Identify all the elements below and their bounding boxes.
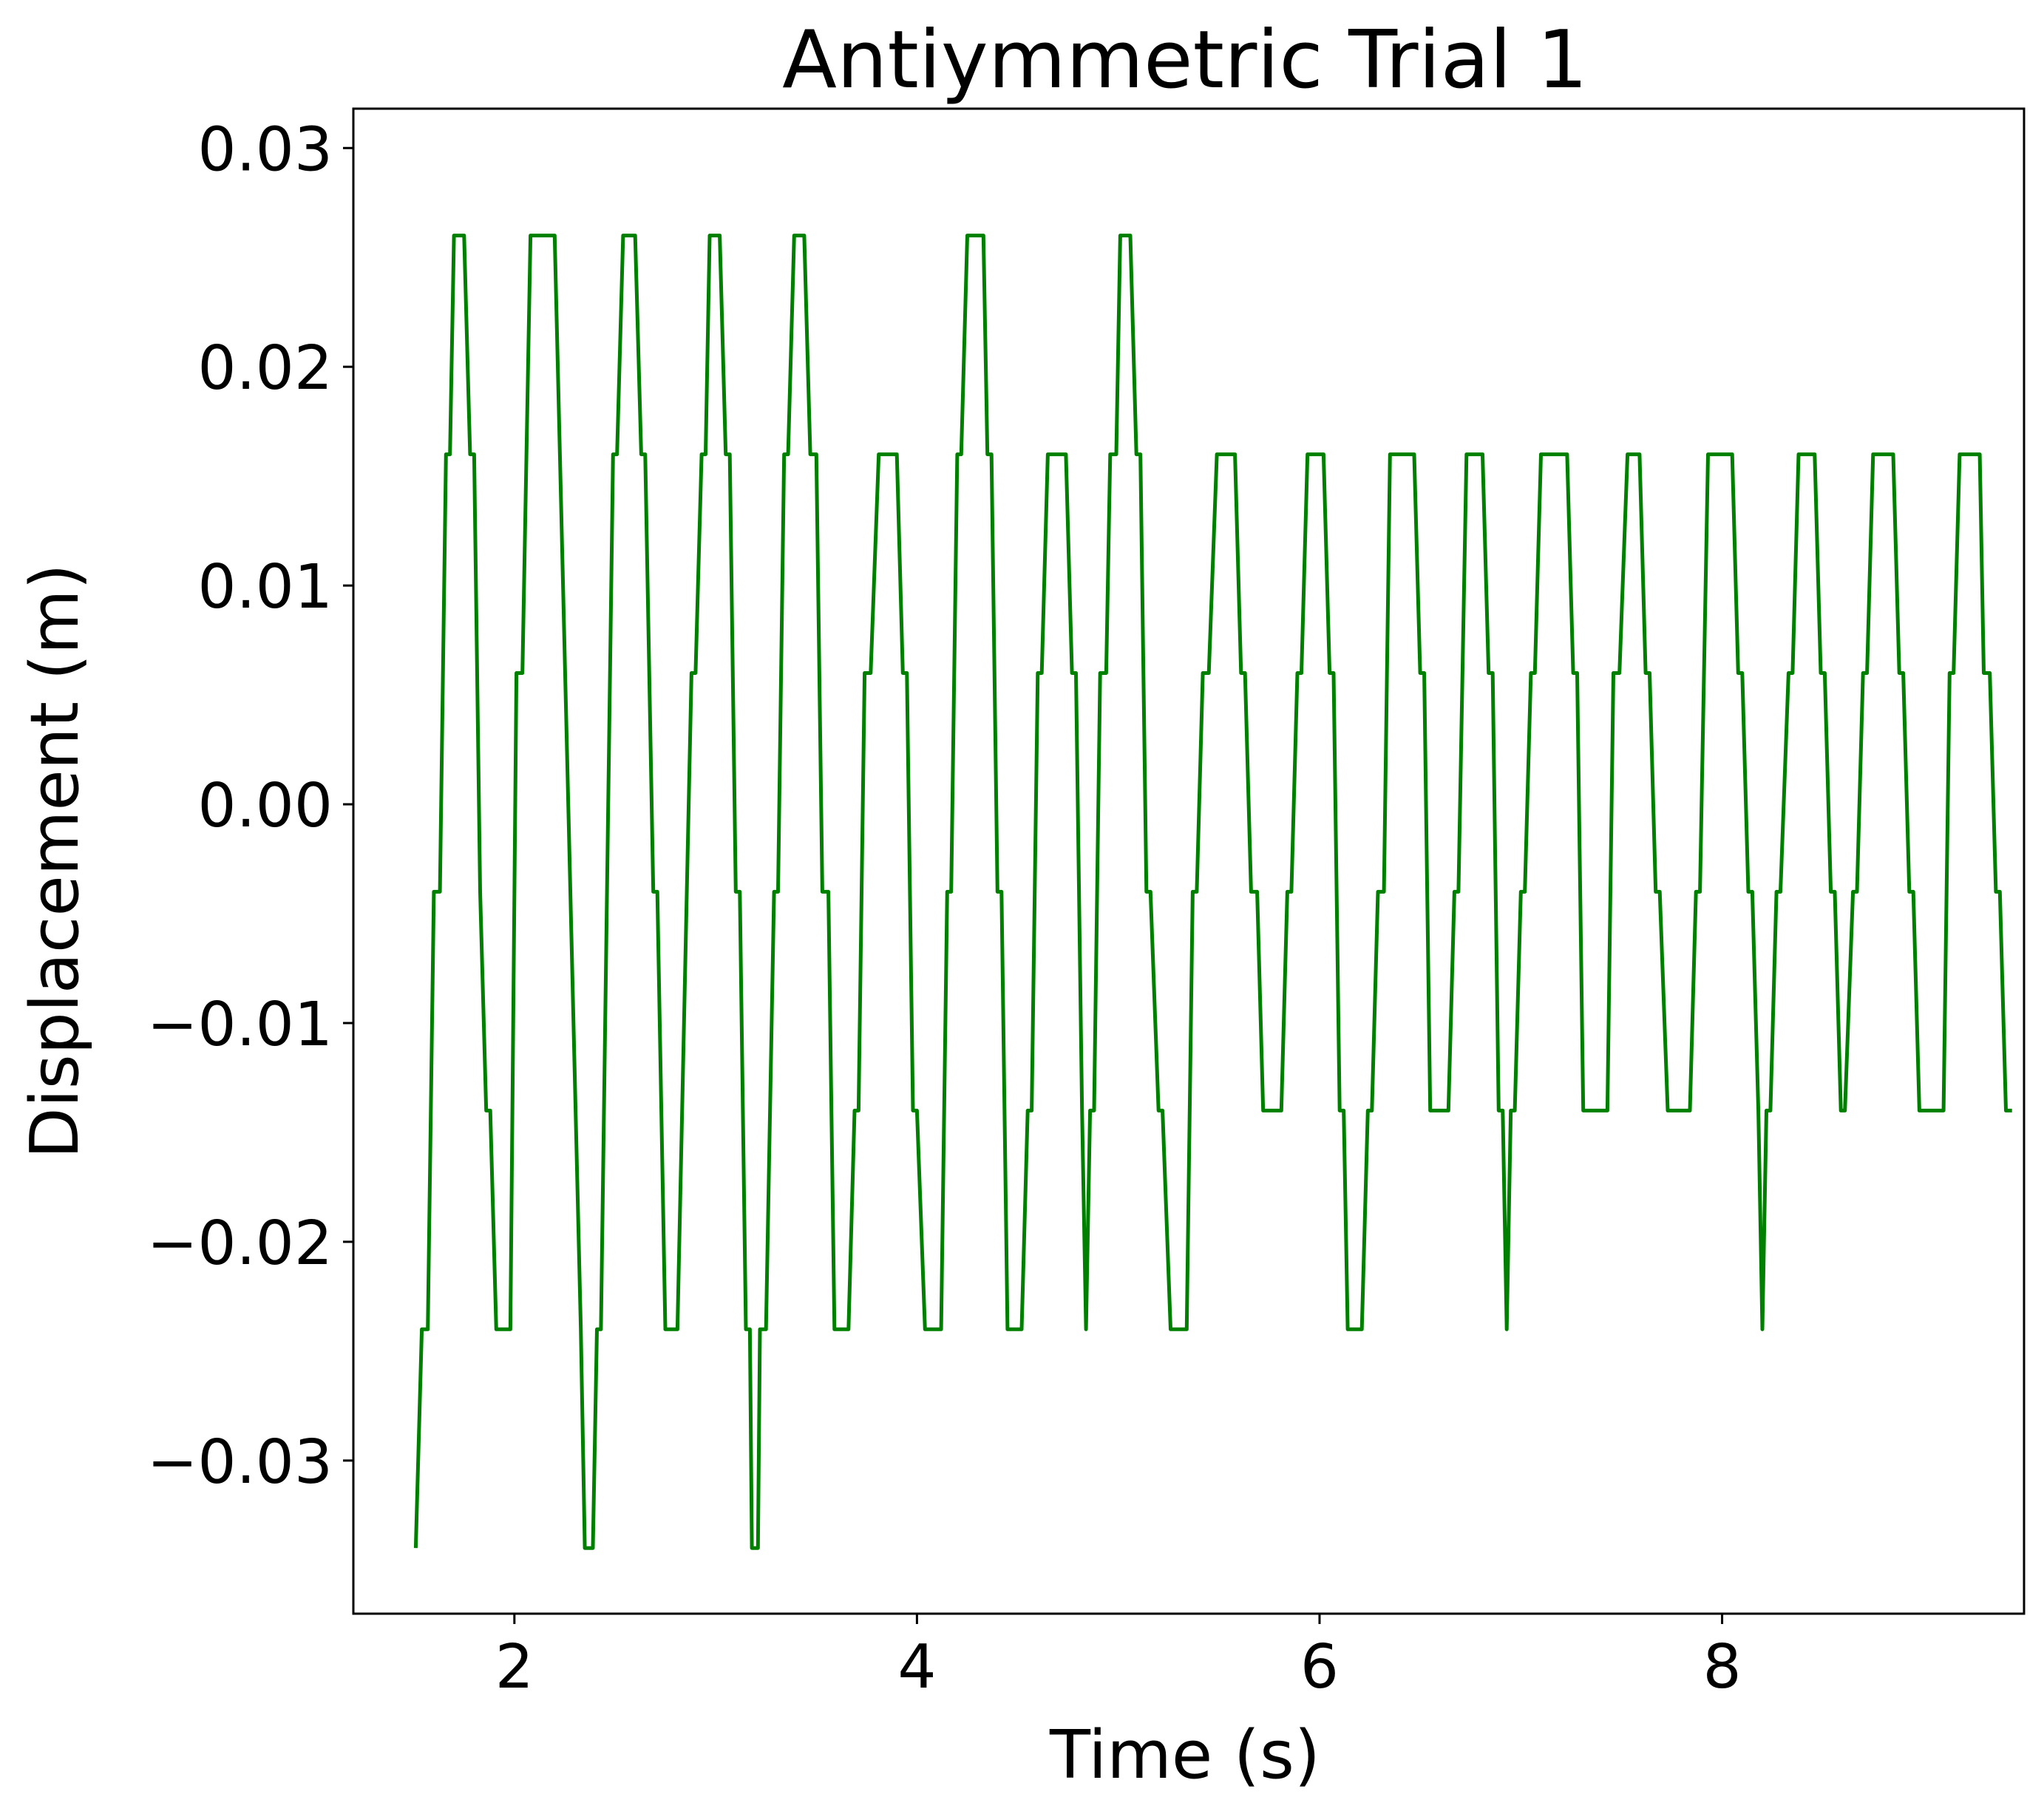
y-tick-label: 0.02 — [197, 333, 333, 404]
y-tick-label: −0.02 — [147, 1209, 333, 1279]
x-axis-label: Time (s) — [1049, 1716, 1320, 1794]
y-tick-label: 0.00 — [197, 771, 333, 841]
x-tick-label: 4 — [897, 1632, 936, 1702]
chart-title: Antiymmetric Trial 1 — [782, 14, 1588, 106]
x-tick-label: 2 — [495, 1632, 534, 1702]
x-tick-label: 8 — [1702, 1632, 1741, 1702]
x-axis: 2 4 6 8 — [495, 1614, 1742, 1702]
series-line-displacement — [413, 234, 2012, 1550]
y-tick-label: −0.01 — [147, 990, 333, 1060]
y-tick-label: 0.01 — [197, 552, 333, 622]
plot-frame — [352, 107, 2026, 1615]
y-tick-label: −0.03 — [147, 1427, 333, 1498]
y-tick-label: 0.03 — [197, 115, 333, 185]
y-axis: −0.03 −0.02 −0.01 0.00 0.01 0.02 0.03 — [147, 115, 353, 1498]
x-tick-label: 6 — [1300, 1632, 1339, 1702]
plot-area — [413, 234, 2012, 1550]
y-axis-label: Displacement (m) — [16, 563, 94, 1158]
